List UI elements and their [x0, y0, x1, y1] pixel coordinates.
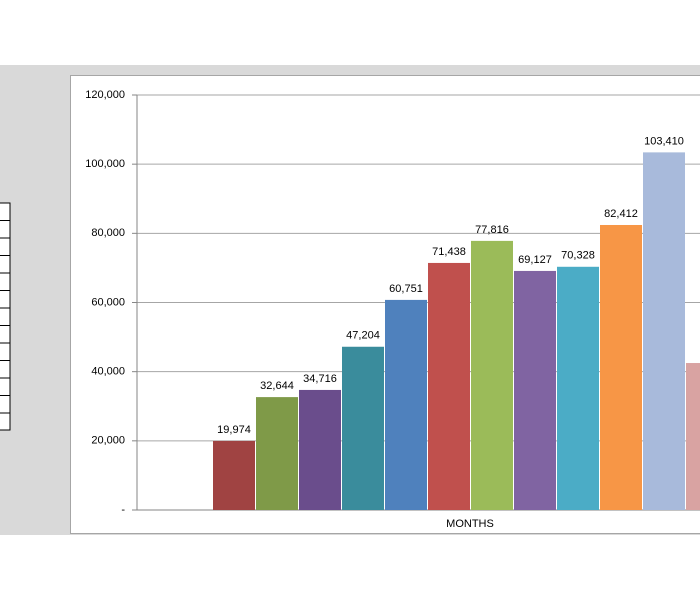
bar	[514, 270, 556, 510]
value-label: 82,412	[604, 208, 638, 220]
bar	[643, 152, 685, 510]
value-label: 103,410	[644, 135, 684, 147]
value-label: 60,751	[389, 283, 423, 295]
value-label: 19,974	[217, 424, 251, 436]
bars: 19,974 32,644 34,716 47,204 60,751 71,438 77,8…	[213, 135, 700, 511]
bar	[256, 397, 298, 510]
bar	[342, 346, 384, 510]
value-label: 77,816	[475, 224, 509, 236]
table-edge	[0, 202, 11, 431]
bar	[385, 299, 427, 510]
bar	[471, 240, 513, 510]
bar	[213, 440, 255, 510]
bar	[299, 389, 341, 510]
y-tick-label: 40,000	[91, 366, 125, 378]
x-axis-label: MONTHS	[446, 518, 494, 530]
y-tick-label: 100,000	[85, 158, 125, 170]
y-tick-label: 120,000	[85, 89, 125, 101]
value-label: 47,204	[346, 330, 380, 342]
bar	[428, 262, 470, 510]
y-tick-label: 20,000	[91, 435, 125, 447]
y-tick-label: 60,000	[91, 296, 125, 308]
y-tick-label: 80,000	[91, 227, 125, 239]
bar	[557, 266, 599, 510]
value-label: 70,328	[561, 250, 595, 262]
bar	[600, 224, 642, 511]
y-tick-label: -	[121, 504, 125, 516]
bar	[686, 363, 700, 510]
value-label: 69,127	[518, 254, 552, 266]
value-label: 34,716	[303, 373, 337, 385]
value-label: 71,438	[432, 246, 466, 258]
value-label: 32,644	[260, 380, 294, 392]
